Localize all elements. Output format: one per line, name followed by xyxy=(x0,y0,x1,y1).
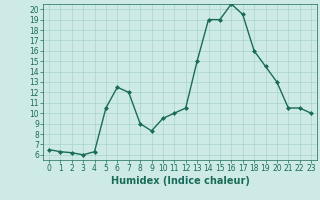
X-axis label: Humidex (Indice chaleur): Humidex (Indice chaleur) xyxy=(111,176,249,186)
